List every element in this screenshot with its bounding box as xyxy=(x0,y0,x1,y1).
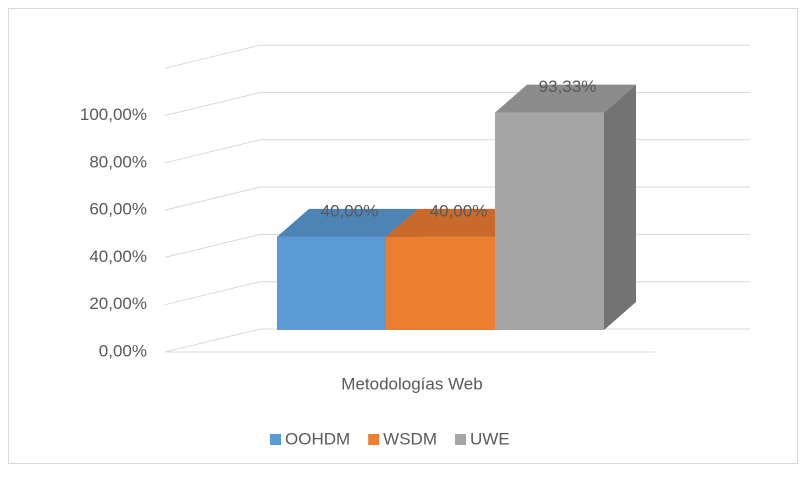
legend-swatch xyxy=(455,434,466,445)
bar-top xyxy=(277,208,418,237)
bar-side xyxy=(604,84,636,330)
y-tick-label: 0,00% xyxy=(99,341,147,360)
y-tick-label: 100,00% xyxy=(80,105,147,124)
legend-swatch xyxy=(270,434,281,445)
legend-label: UWE xyxy=(470,429,510,448)
bar xyxy=(277,236,386,330)
y-tick-label: 80,00% xyxy=(89,152,147,171)
legend-label: WSDM xyxy=(383,429,437,448)
bar-top xyxy=(386,208,527,237)
legend-label: OOHDM xyxy=(285,429,350,448)
bar xyxy=(495,112,604,330)
legend-swatch xyxy=(368,434,380,445)
data-label: 40,00% xyxy=(430,201,488,220)
y-tick-label: 60,00% xyxy=(89,200,147,219)
y-tick-label: 40,00% xyxy=(89,247,147,266)
data-label: 40,00% xyxy=(321,201,379,220)
y-tick-label: 20,00% xyxy=(89,294,147,313)
data-label: 93,33% xyxy=(539,77,597,96)
bar xyxy=(386,236,495,330)
bar-top xyxy=(495,84,636,113)
wall-edge xyxy=(164,44,750,69)
x-tick-label: Metodologías Web xyxy=(341,374,482,393)
